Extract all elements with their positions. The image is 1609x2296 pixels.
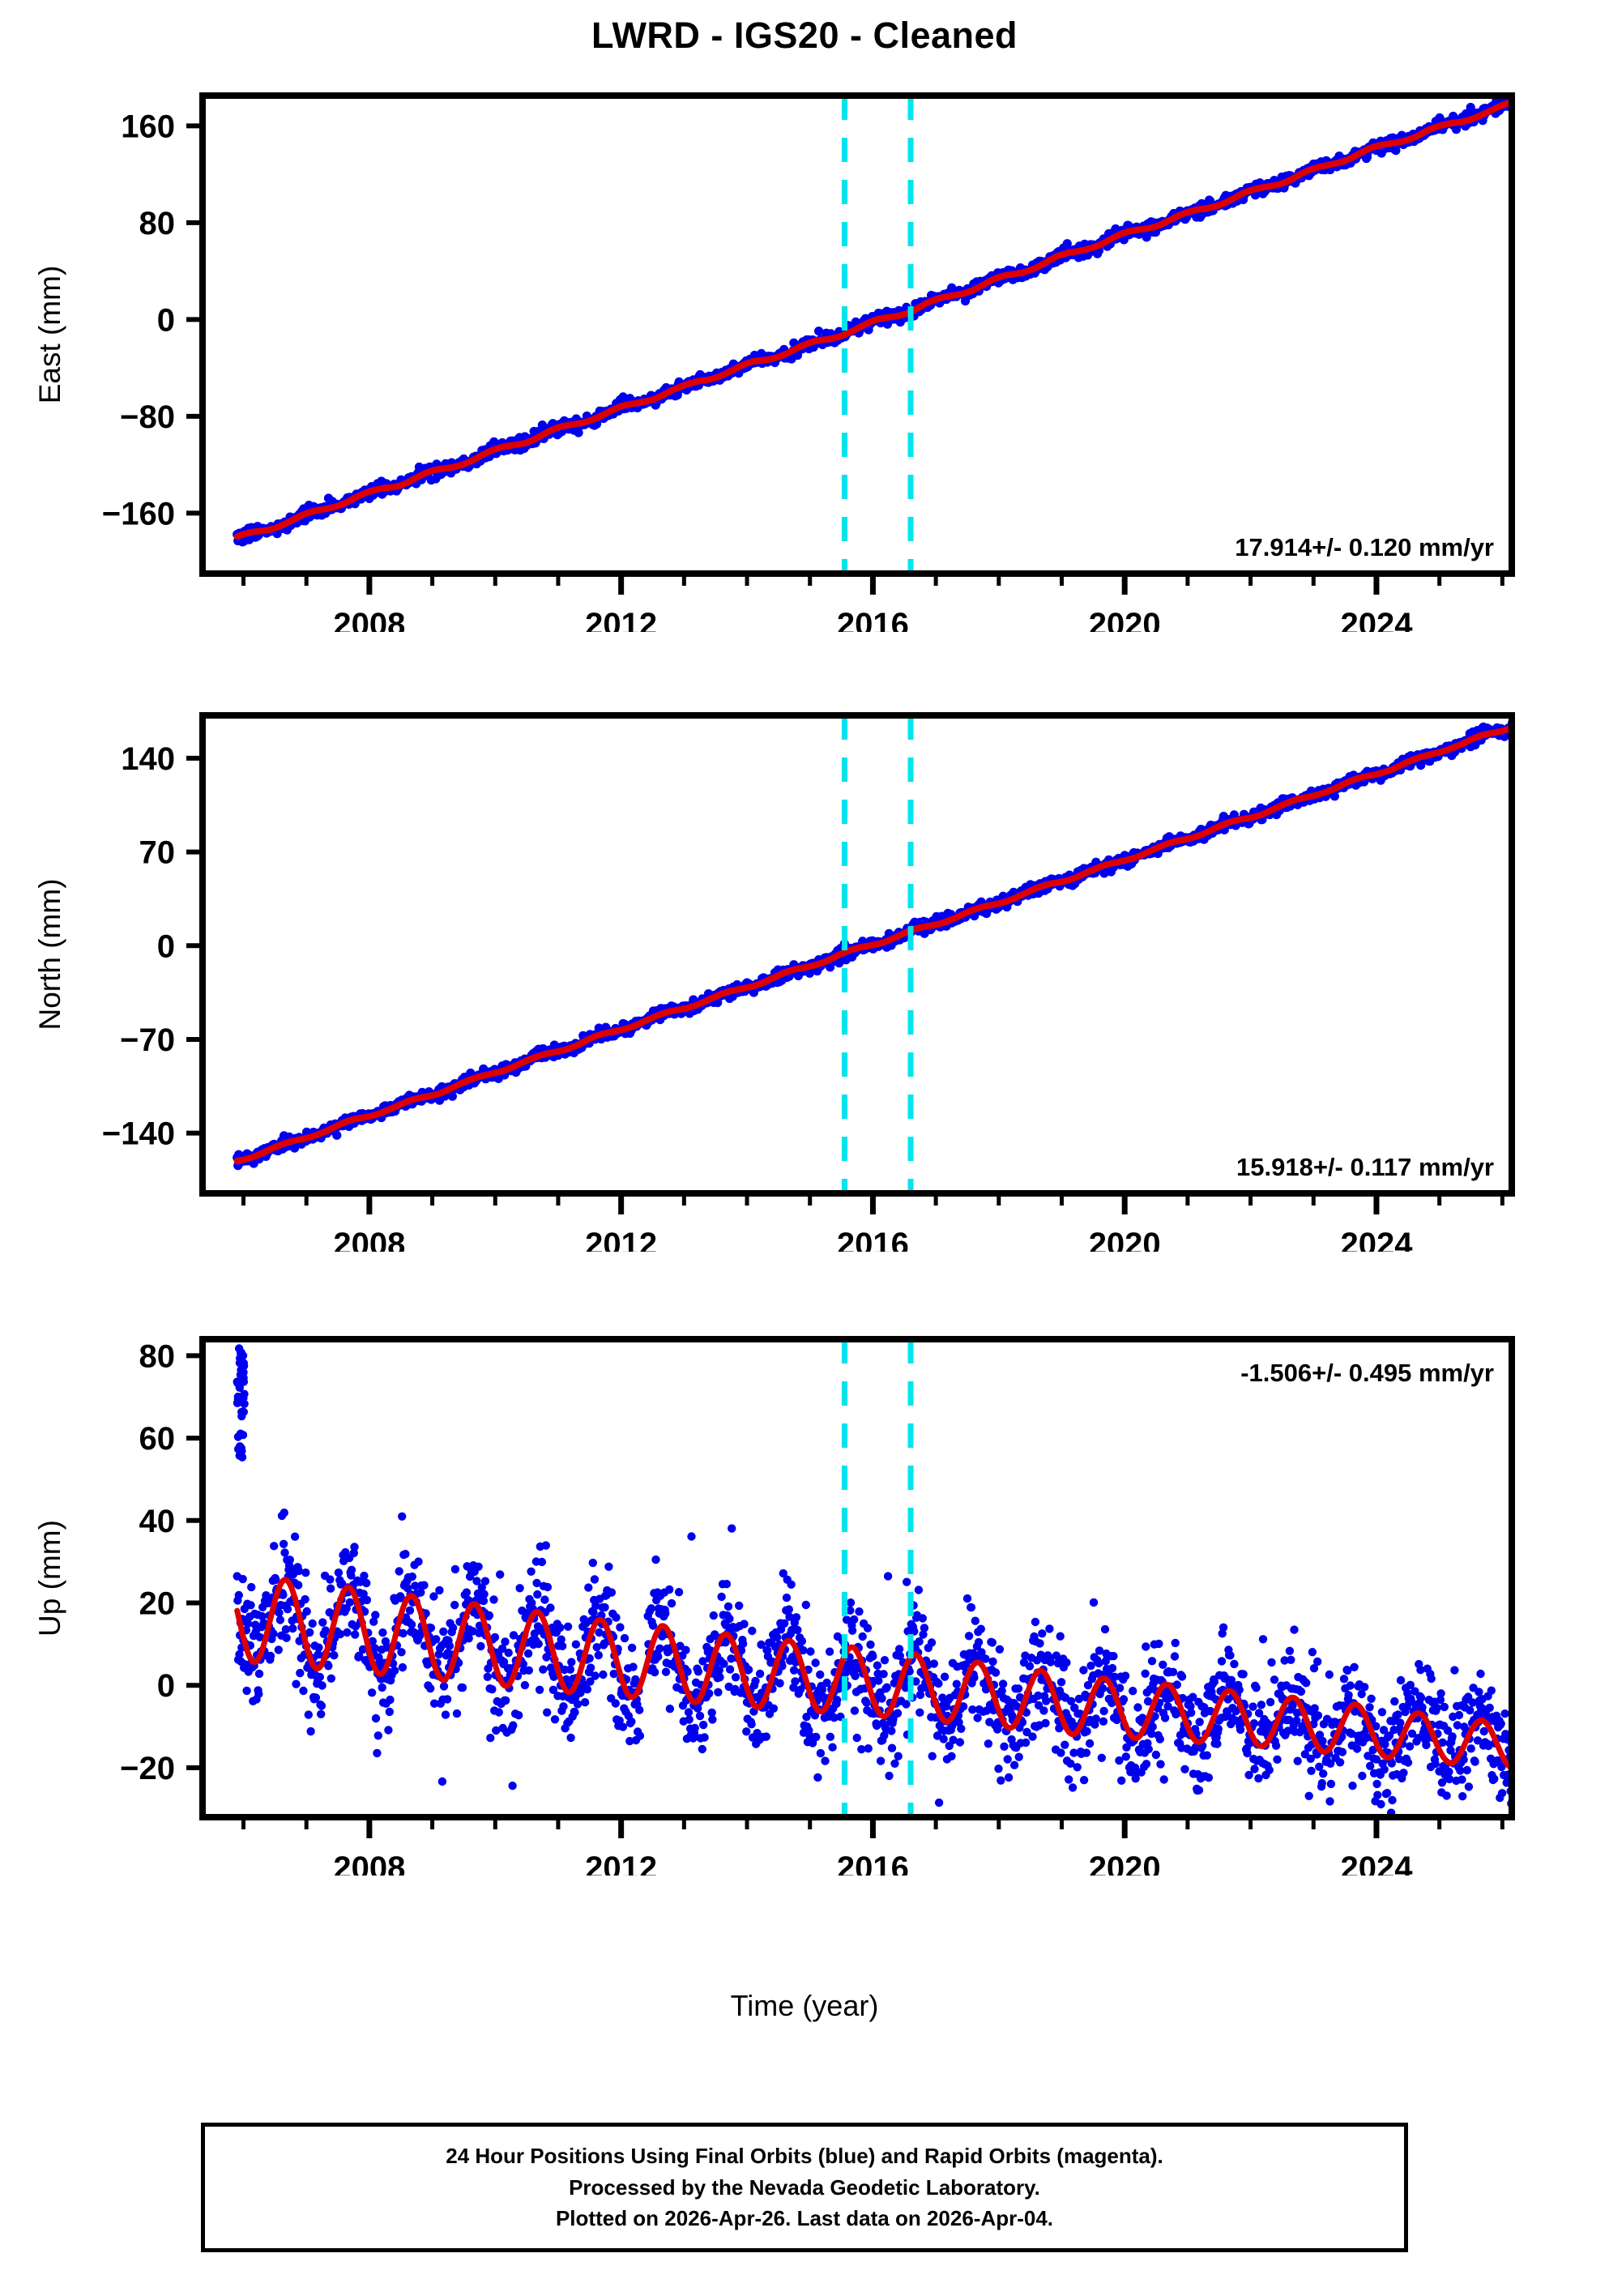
panel-up: 80 60 40 20 0 −20 2008 2012 2016 2020 2024 Up (mm) -… [0,1317,1609,1876]
x-axis-title: Time (year) [730,1989,879,2022]
xtick-label-up-3: 2020 [1089,1850,1161,1876]
xtick-label-north-1: 2012 [585,1227,657,1252]
y-axis-title-up: Up (mm) [33,1520,66,1637]
model-curve-north [233,724,1512,1165]
ytick-label-east-3: −80 [120,399,175,435]
plot-frame-north [199,712,1515,1197]
xtick-label-up-1: 2012 [585,1850,657,1876]
data-layer-east [233,96,1512,574]
caption-line-1: 24 Hour Positions Using Final Orbits (bl… [446,2144,1163,2169]
ytick-label-up-5: −20 [120,1751,175,1786]
ytick-label-up-4: 0 [157,1668,175,1704]
data-layer-north [233,715,1512,1193]
ytick-label-east-1: 80 [139,206,176,241]
ytick-label-up-0: 80 [139,1338,176,1374]
rate-annotation-north: 15.918+/- 0.117 mm/yr [1236,1153,1494,1181]
ytick-label-east-2: 0 [157,302,175,338]
ytick-label-north-3: −70 [120,1022,175,1058]
ytick-label-east-4: −160 [102,496,175,531]
plot-area-up: 80 60 40 20 0 −20 2008 2012 2016 2020 2024 Up (mm) -… [33,1336,1515,1876]
xtick-label-east-4: 2024 [1340,607,1413,632]
xtick-label-north-2: 2016 [837,1227,909,1252]
plot-frame-up [199,1336,1515,1820]
ytick-label-north-1: 70 [139,835,176,871]
xtick-label-east-0: 2008 [333,607,405,632]
model-curve-up [234,1577,1512,1771]
xtick-label-east-1: 2012 [585,607,657,632]
xtick-label-north-4: 2024 [1340,1227,1413,1252]
ytick-label-up-3: 20 [139,1586,176,1622]
page-title: LWRD - IGS20 - Cleaned [591,15,1018,56]
model-curve-east [233,99,1512,540]
xtick-label-up-0: 2008 [333,1850,405,1876]
y-axis-title-north: North (mm) [33,878,66,1030]
ytick-label-north-2: 0 [157,928,175,964]
xtick-label-east-3: 2020 [1089,607,1161,632]
panel-north: 140 70 0 −70 −140 2008 2012 2016 2020 2024 North (… [0,693,1609,1252]
xtick-label-up-2: 2016 [837,1850,909,1876]
plot-area-east: 160 80 0 −80 −160 2008 2012 2016 2020 2024 East (m… [33,92,1515,632]
data-layer-up [233,1339,1512,1817]
caption-line-2: Processed by the Nevada Geodetic Laborat… [569,2174,1040,2200]
data-points-up [233,1344,1512,1817]
ytick-label-north-4: −140 [102,1116,175,1152]
xtick-label-up-4: 2024 [1340,1850,1413,1876]
plot-area-north: 140 70 0 −70 −140 2008 2012 2016 2020 2024 North (… [33,712,1515,1252]
y-axis-title-east: East (mm) [33,266,66,404]
rate-annotation-east: 17.914+/- 0.120 mm/yr [1235,533,1494,561]
ytick-label-up-2: 40 [139,1504,176,1539]
ytick-label-up-1: 60 [139,1421,176,1457]
caption-box: 24 Hour Positions Using Final Orbits (bl… [201,2123,1408,2252]
xtick-label-east-2: 2016 [837,607,909,632]
ytick-label-north-0: 140 [121,741,175,777]
xtick-label-north-3: 2020 [1089,1227,1161,1252]
rate-annotation-up: -1.506+/- 0.495 mm/yr [1240,1359,1494,1387]
caption-line-3: Plotted on 2026-Apr-26. Last data on 202… [555,2206,1054,2231]
panel-east: 160 80 0 −80 −160 2008 2012 2016 2020 2024 East (m… [0,73,1609,632]
xtick-label-north-0: 2008 [333,1227,405,1252]
plot-frame-east [199,92,1515,577]
ytick-label-east-0: 160 [121,109,175,144]
